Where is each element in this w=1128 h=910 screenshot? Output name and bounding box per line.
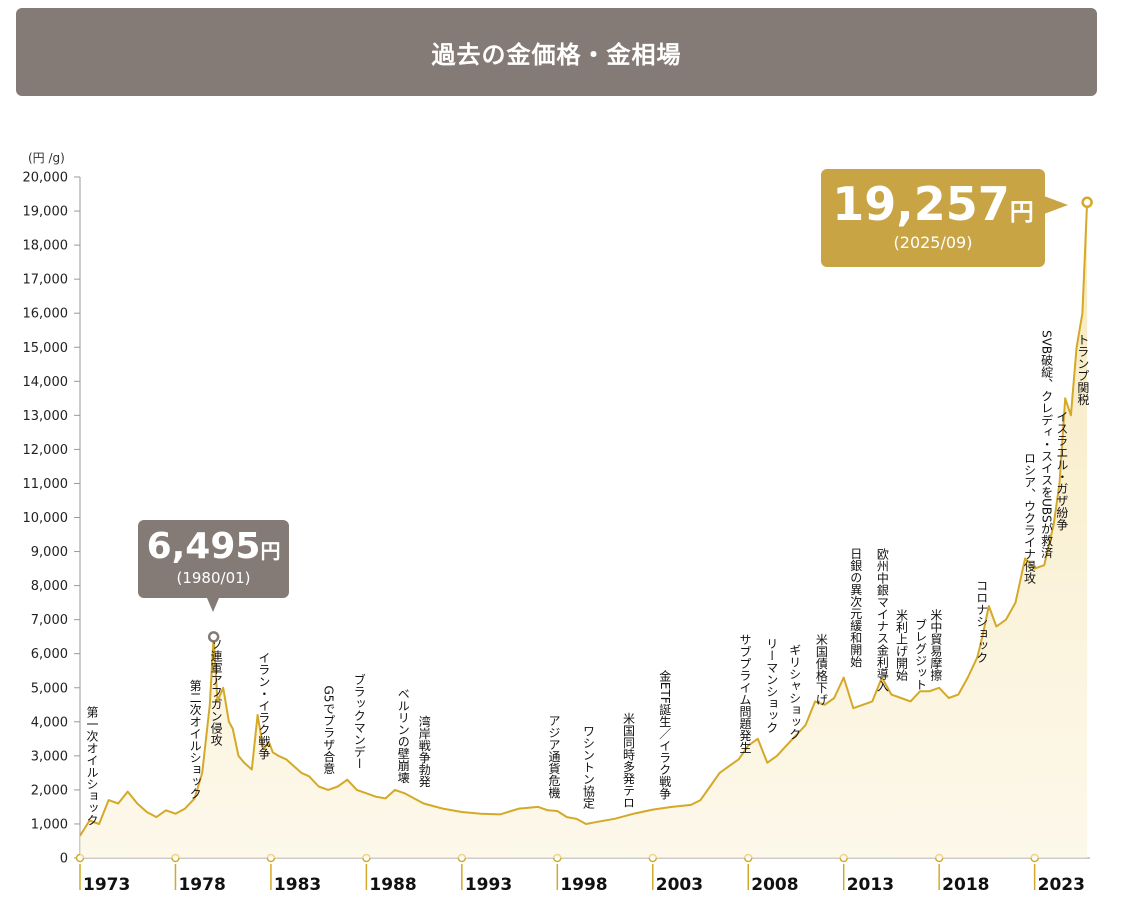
title-bar: 過去の金価格・金相場 — [16, 8, 1097, 96]
event-annotation: ソ連軍アフガン侵攻 — [209, 638, 223, 747]
event-annotation: 日銀の異次元緩和開始 — [849, 548, 863, 668]
x-tick-label: 1978 — [178, 875, 225, 895]
y-tick-label: 7,000 — [31, 613, 68, 628]
callout-2025-price: 19,257円 (2025/09) — [821, 169, 1045, 267]
event-annotation: 米国債格下げ — [814, 633, 828, 705]
event-annotation: 金ETF誕生／イラク戦争 — [658, 668, 672, 799]
y-tick-label: 8,000 — [31, 579, 68, 594]
y-tick-label: 17,000 — [23, 273, 69, 288]
event-annotation: ベルリンの壁崩壊 — [396, 687, 410, 784]
y-tick-label: 6,000 — [31, 647, 68, 662]
callout-1980-pointer — [207, 598, 219, 612]
callout-2025-date: (2025/09) — [893, 233, 973, 252]
x-tick-label: 2008 — [751, 875, 798, 895]
callout-1980-unit: 円 — [260, 539, 281, 563]
callout-2025-unit: 円 — [1009, 198, 1034, 226]
x-tick-label: 2023 — [1038, 875, 1085, 895]
price-series — [79, 202, 1089, 859]
y-tick-label: 19,000 — [23, 205, 69, 220]
y-tick-label: 13,000 — [23, 409, 69, 424]
x-tick-label: 2003 — [656, 875, 703, 895]
y-tick-label: 15,000 — [23, 341, 69, 356]
y-tick-label: 9,000 — [31, 545, 68, 560]
y-axis-unit-label: (円 /g) — [28, 151, 65, 165]
event-annotation: G5でプラザ合意 — [322, 686, 336, 775]
price-line — [79, 202, 1089, 837]
event-annotation: 第一次オイルショック — [85, 705, 99, 825]
y-tick-label: 12,000 — [23, 443, 69, 458]
callout-2025-value: 19,257 — [832, 177, 1010, 231]
event-annotation: サブプライム問題発生 — [738, 633, 752, 753]
event-annotation: 米利上げ開始 — [895, 609, 909, 681]
y-tick-label: 3,000 — [31, 749, 68, 764]
event-annotation: リーマンショック — [765, 638, 779, 734]
event-annotation: イラン・イラク戦争 — [257, 651, 271, 759]
event-annotation: 湾岸戦争勃発 — [417, 714, 431, 787]
event-annotation: トランプ関税 — [1076, 333, 1090, 406]
event-annotation: ワシントン協定 — [581, 725, 595, 810]
axes: 0 1,000 2,000 3,000 4,000 5,000 6,000 7,000 8,00… — [23, 171, 1090, 895]
event-annotation: イスラエル・ガザ紛争 — [1055, 411, 1069, 531]
x-tick-label: 1988 — [369, 875, 416, 895]
price-area — [80, 202, 1088, 859]
x-tick-label: 1993 — [465, 875, 512, 895]
callout-2025-pointer — [1044, 196, 1068, 214]
callout-1980-value: 6,495 — [146, 526, 261, 567]
event-annotations: 第一次オイルショック 第二次オイルショック ソ連軍アフガン侵攻 イラン・イラク戦争 G5… — [85, 330, 1090, 826]
x-tick-label: 1998 — [560, 875, 607, 895]
x-tick-label: 2018 — [942, 875, 989, 895]
x-tick-label: 1973 — [83, 875, 130, 895]
y-tick-label: 0 — [60, 852, 68, 867]
callout-1980-date: (1980/01) — [176, 569, 251, 587]
event-annotation: 欧州中銀マイナス金利導入 — [875, 548, 889, 692]
marker-1980-peak — [207, 631, 220, 643]
event-annotation: 第二次オイルショック — [188, 679, 202, 799]
y-tick-label: 4,000 — [31, 715, 68, 730]
y-tick-label: 18,000 — [23, 239, 69, 254]
event-annotation: 米中貿易摩擦 — [929, 609, 943, 681]
event-annotation: コロナショック — [975, 579, 989, 663]
event-annotation: 米国同時多発テロ — [622, 712, 636, 808]
x-tick-label: 1983 — [274, 875, 321, 895]
event-annotation: ロシア、ウクライナ侵攻 — [1022, 452, 1036, 585]
callout-1980-price: 6,495円 (1980/01) — [138, 520, 289, 598]
highlight-markers — [207, 196, 1093, 643]
y-tick-label: 10,000 — [23, 511, 69, 526]
y-tick-label: 2,000 — [31, 783, 68, 798]
event-annotation: ブレグジット — [914, 617, 928, 690]
y-tick-label: 14,000 — [23, 375, 69, 390]
event-annotation: ギリシャショック — [788, 643, 802, 739]
y-tick-label: 11,000 — [23, 477, 69, 492]
page-title: 過去の金価格・金相場 — [431, 40, 682, 69]
x-tick-label: 2013 — [847, 875, 894, 895]
event-annotation: SVB破綻、クレディ・スイスをUBSが救済 — [1040, 330, 1054, 558]
y-tick-label: 5,000 — [31, 681, 68, 696]
event-annotation: ブラックマンデー — [352, 672, 366, 769]
y-tick-label: 16,000 — [23, 307, 69, 322]
event-annotation: アジア通貨危機 — [547, 714, 561, 798]
y-tick-label: 1,000 — [31, 817, 68, 832]
y-tick-label: 20,000 — [23, 171, 69, 186]
marker-2025-latest — [1081, 196, 1093, 209]
